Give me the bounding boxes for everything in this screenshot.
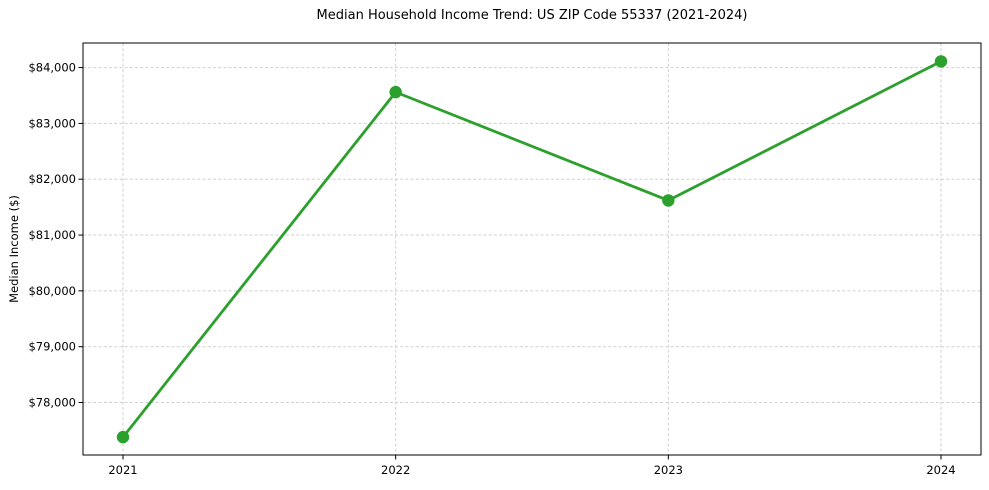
- x-tick-label: 2024: [926, 463, 955, 477]
- y-tick-label: $79,000: [28, 340, 76, 354]
- y-tick-label: $78,000: [28, 396, 76, 410]
- data-point-2022: [389, 85, 402, 99]
- x-tick-label: 2022: [381, 463, 410, 477]
- y-tick-label: $81,000: [28, 228, 76, 242]
- chart-title: Median Household Income Trend: US ZIP Co…: [316, 8, 748, 23]
- data-point-2021: [116, 430, 130, 444]
- x-tick-label: 2021: [108, 463, 137, 477]
- x-tick-label: 2023: [654, 463, 683, 477]
- y-tick-label: $80,000: [28, 284, 76, 298]
- data-point-2023: [662, 194, 675, 207]
- y-tick-label: $84,000: [28, 61, 76, 75]
- y-tick-label: $83,000: [28, 116, 76, 130]
- y-tick-label: $82,000: [28, 172, 76, 186]
- trend-line: [121, 60, 943, 439]
- axes-spines: [82, 42, 982, 456]
- data-point-2024: [934, 55, 948, 68]
